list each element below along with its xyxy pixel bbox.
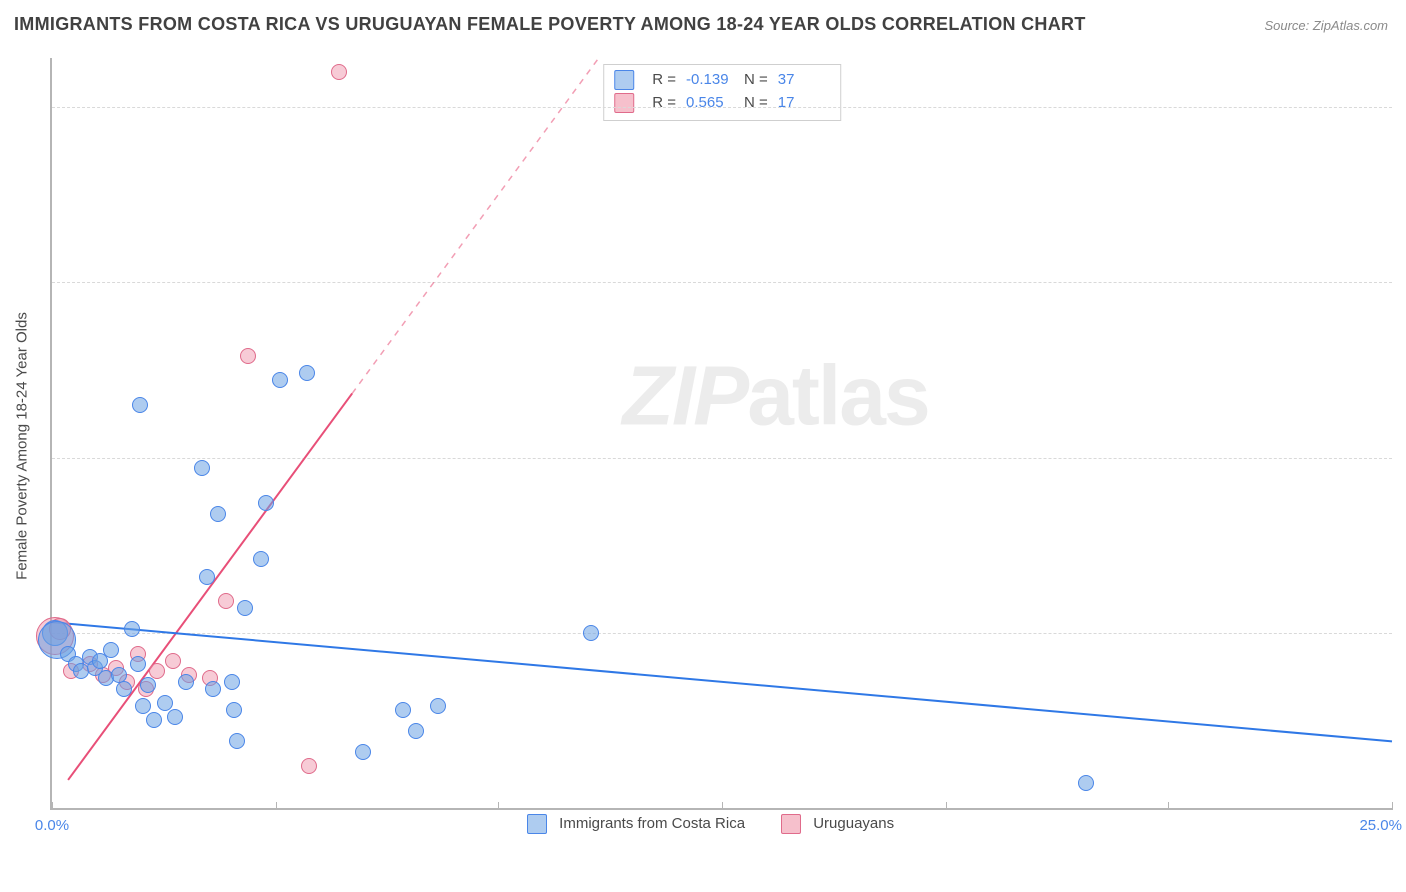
swatch-pink-icon	[614, 93, 634, 113]
x-tick	[722, 802, 723, 810]
data-point	[103, 642, 119, 658]
data-point	[116, 681, 132, 697]
x-tick	[52, 802, 53, 810]
gridline	[52, 107, 1392, 108]
x-tick	[946, 802, 947, 810]
x-tick	[1392, 802, 1393, 810]
data-point	[124, 621, 140, 637]
swatch-pink-icon	[781, 814, 801, 834]
data-point	[135, 698, 151, 714]
gridline	[52, 633, 1392, 634]
data-point	[299, 365, 315, 381]
data-point	[167, 709, 183, 725]
data-point	[1078, 775, 1094, 791]
data-point	[224, 674, 240, 690]
data-point	[430, 698, 446, 714]
data-point	[258, 495, 274, 511]
x-tick	[276, 802, 277, 810]
x-tick	[1168, 802, 1169, 810]
data-point	[146, 712, 162, 728]
chart-title: IMMIGRANTS FROM COSTA RICA VS URUGUAYAN …	[14, 14, 1086, 35]
x-tick-label: 0.0%	[35, 817, 69, 834]
data-point	[237, 600, 253, 616]
gridline	[52, 458, 1392, 459]
data-point	[157, 695, 173, 711]
data-point	[205, 681, 221, 697]
data-point	[130, 656, 146, 672]
data-point	[355, 744, 371, 760]
swatch-blue-icon	[527, 814, 547, 834]
watermark: ZIPatlas	[623, 347, 929, 444]
x-tick-label: 25.0%	[1359, 817, 1402, 834]
data-point	[583, 625, 599, 641]
x-tick	[498, 802, 499, 810]
data-point	[194, 460, 210, 476]
data-point	[178, 674, 194, 690]
x-legend-blue: Immigrants from Costa Rica	[527, 814, 745, 834]
data-point	[218, 593, 234, 609]
data-point	[229, 733, 245, 749]
plot-area: ZIPatlas R = -0.139 N = 37 R = 0.565 N =…	[50, 58, 1392, 810]
data-point	[132, 397, 148, 413]
source-label: Source: ZipAtlas.com	[1264, 18, 1388, 33]
data-point	[165, 653, 181, 669]
data-point	[331, 64, 347, 80]
data-point	[395, 702, 411, 718]
trend-line	[52, 58, 1392, 808]
data-point	[301, 758, 317, 774]
data-point	[272, 372, 288, 388]
y-axis-label: Female Poverty Among 18-24 Year Olds	[14, 246, 31, 646]
data-point	[140, 677, 156, 693]
x-legend-pink: Uruguayans	[781, 814, 894, 834]
data-point	[240, 348, 256, 364]
legend-row-blue: R = -0.139 N = 37	[614, 69, 826, 92]
data-point	[226, 702, 242, 718]
data-point	[199, 569, 215, 585]
correlation-legend: R = -0.139 N = 37 R = 0.565 N = 17	[603, 64, 841, 121]
x-legend: Immigrants from Costa Rica Uruguayans	[527, 814, 894, 834]
data-point	[253, 551, 269, 567]
data-point	[210, 506, 226, 522]
trend-line	[52, 58, 1392, 808]
legend-row-pink: R = 0.565 N = 17	[614, 92, 826, 115]
gridline	[52, 282, 1392, 283]
swatch-blue-icon	[614, 70, 634, 90]
data-point	[408, 723, 424, 739]
